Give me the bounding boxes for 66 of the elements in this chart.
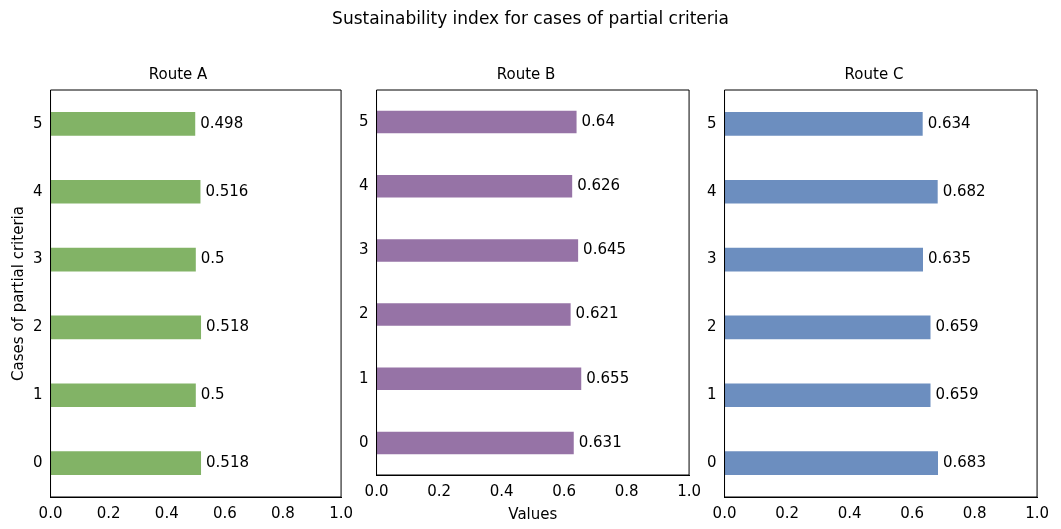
y-tick-label: 1: [33, 385, 43, 404]
y-tick-label: 5: [33, 113, 43, 132]
x-tick-label: 1.0: [329, 503, 353, 522]
bar: [724, 179, 938, 204]
x-tick-label: 1.0: [677, 481, 701, 500]
data-label: 0.659: [935, 317, 979, 336]
y-tick-label: 2: [359, 304, 369, 323]
data-label: 0.498: [200, 113, 244, 132]
x-axis-title: Values: [508, 504, 558, 523]
y-tick-label: 0: [707, 452, 717, 471]
data-label: 0.634: [927, 113, 971, 132]
x-tick-label: 0.6: [900, 503, 924, 522]
x-tick-label: 0.4: [154, 503, 179, 522]
data-label: 0.682: [942, 181, 986, 200]
x-tick-label: 0.2: [96, 503, 121, 522]
x-tick-label: 0.2: [427, 481, 451, 500]
bar: [724, 383, 931, 408]
y-tick-label: 1: [707, 385, 717, 404]
y-tick-label: 1: [359, 368, 369, 387]
data-label: 0.659: [935, 385, 979, 404]
x-tick-label: 0.4: [489, 481, 514, 500]
data-label: 0.655: [586, 368, 630, 387]
x-tick-label: 0.8: [614, 481, 639, 500]
x-tick-label: 0.0: [38, 503, 63, 522]
x-tick-label: 1.0: [1025, 503, 1049, 522]
x-tick-label: 0.6: [552, 481, 576, 500]
data-label: 0.5: [200, 249, 225, 268]
x-tick-label: 0.0: [712, 503, 737, 522]
bar: [724, 451, 938, 475]
data-label: 0.621: [575, 304, 619, 323]
x-tick-label: 0.2: [775, 503, 799, 522]
bar: [724, 112, 923, 136]
text: Sustainability index for cases of partial criteria: [331, 8, 730, 28]
data-label: 0.626: [577, 176, 621, 195]
y-tick-label: 5: [707, 113, 717, 132]
y-tick-label: 2: [707, 317, 717, 336]
data-label: 0.635: [928, 249, 971, 268]
data-label: 0.5: [200, 385, 225, 404]
y-axis-title: Cases of partial criteria: [8, 206, 27, 381]
y-tick-label: 4: [33, 181, 43, 200]
y-tick-label: 4: [707, 181, 717, 200]
data-label: 0.645: [583, 240, 627, 259]
y-tick-label: 0: [359, 432, 369, 451]
data-label: 0.64: [581, 111, 615, 130]
bar: [724, 315, 931, 340]
y-tick-label: 4: [359, 176, 369, 195]
chart-title: Route C: [844, 64, 904, 83]
y-tick-label: 3: [707, 249, 717, 268]
data-label: 0.516: [205, 181, 249, 200]
y-tick-label: 0: [33, 452, 43, 471]
data-label: 0.683: [943, 452, 986, 471]
data-label: 0.518: [206, 317, 249, 336]
y-tick-label: 2: [33, 317, 43, 336]
chart-title: Route B: [496, 64, 556, 83]
y-tick-label: 3: [359, 240, 369, 259]
x-tick-label: 0.6: [212, 503, 237, 522]
y-tick-label: 3: [33, 249, 43, 268]
x-tick-label: 0.8: [271, 503, 295, 522]
x-tick-label: 0.4: [837, 503, 862, 522]
x-tick-label: 0.0: [364, 481, 389, 500]
bar: [724, 247, 923, 272]
chart-title: Route A: [148, 64, 209, 83]
y-tick-label: 5: [359, 111, 369, 130]
data-label: 0.631: [578, 432, 622, 451]
data-label: 0.518: [206, 452, 249, 471]
x-tick-label: 0.8: [962, 503, 987, 522]
